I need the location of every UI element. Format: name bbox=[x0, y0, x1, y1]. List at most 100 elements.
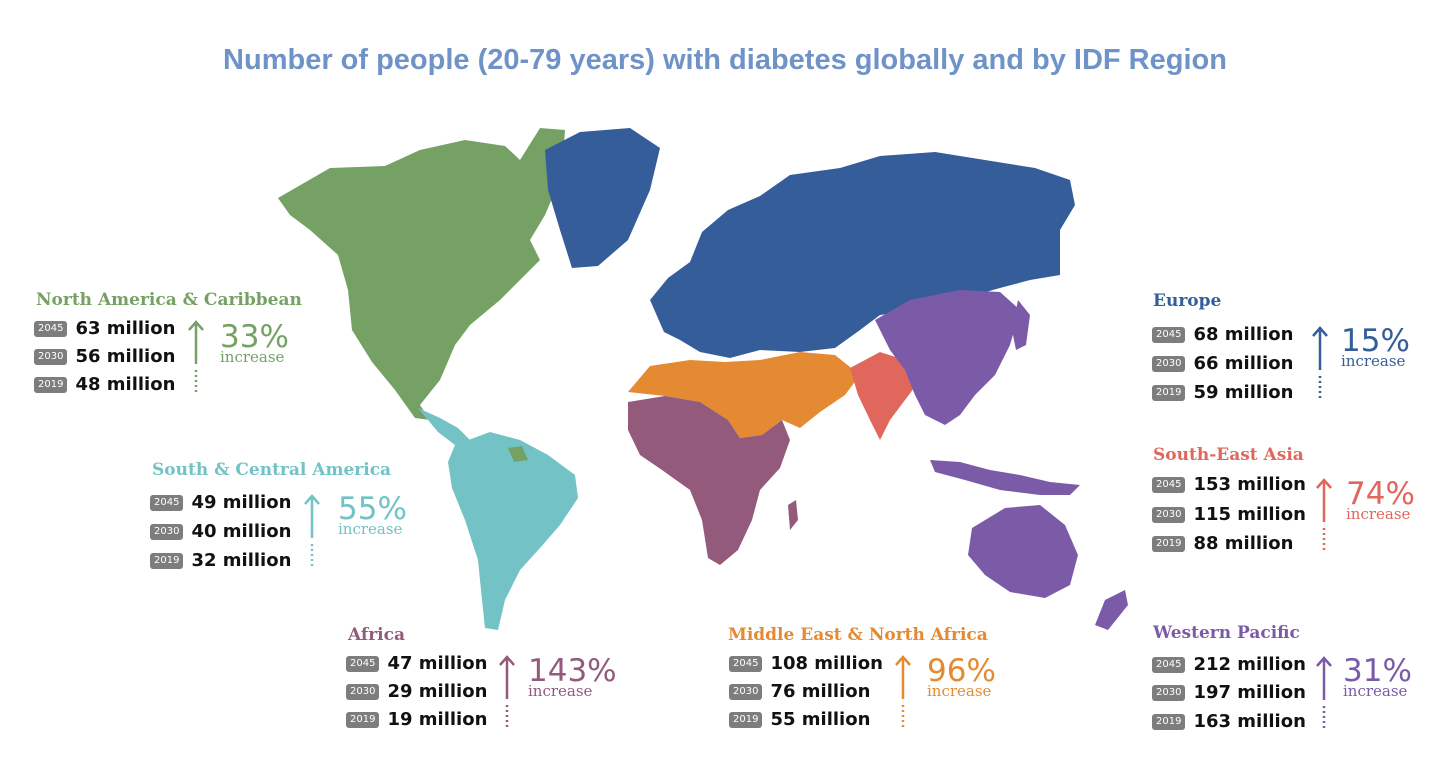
greenland-landmass bbox=[545, 128, 660, 268]
arrow-up-icon bbox=[895, 655, 911, 729]
western-pacific-landmass bbox=[875, 290, 1020, 425]
increase-label: increase bbox=[1346, 505, 1411, 523]
stat-value: 29 million bbox=[387, 681, 488, 702]
year-badge: 2030 bbox=[1152, 355, 1186, 372]
year-badge: 2045 bbox=[150, 494, 184, 511]
year-badge: 2019 bbox=[150, 552, 184, 569]
percent-increase: 143% bbox=[528, 653, 617, 689]
year-badge: 2045 bbox=[729, 655, 763, 672]
stat-value: 55 million bbox=[770, 709, 871, 730]
stat-row-2030: 2030 197 million bbox=[1152, 682, 1306, 703]
percent-increase: 74% bbox=[1346, 476, 1415, 512]
japan-landmass bbox=[1012, 300, 1030, 350]
percent-increase: 55% bbox=[338, 491, 407, 527]
stat-value: 88 million bbox=[1193, 533, 1294, 554]
stat-value: 68 million bbox=[1193, 324, 1294, 345]
arrow-up-icon bbox=[1312, 326, 1328, 400]
africa-landmass bbox=[628, 396, 790, 565]
region-name: Western Pacific bbox=[1153, 623, 1300, 643]
stat-row-2045: 2045 63 million bbox=[34, 318, 175, 339]
stat-row-2019: 2019 55 million bbox=[729, 709, 870, 730]
increase-label: increase bbox=[1343, 682, 1408, 700]
stat-value: 115 million bbox=[1193, 504, 1306, 525]
year-badge: 2045 bbox=[34, 320, 68, 337]
stat-value: 76 million bbox=[770, 681, 871, 702]
mena-landmass bbox=[628, 352, 860, 438]
new-zealand-landmass bbox=[1095, 590, 1128, 630]
year-badge: 2030 bbox=[346, 683, 380, 700]
australia-landmass bbox=[968, 505, 1078, 598]
stat-row-2019: 2019 32 million bbox=[150, 550, 291, 571]
percent-increase: 96% bbox=[927, 653, 996, 689]
stat-row-2030: 2030 115 million bbox=[1152, 504, 1306, 525]
year-badge: 2045 bbox=[346, 655, 380, 672]
stat-value: 56 million bbox=[75, 346, 176, 367]
increase-label: increase bbox=[220, 348, 285, 366]
central-america-landmass bbox=[418, 408, 470, 445]
year-badge: 2019 bbox=[346, 711, 380, 728]
stat-row-2019: 2019 59 million bbox=[1152, 382, 1293, 403]
indonesia-landmass bbox=[930, 460, 1080, 495]
year-badge: 2019 bbox=[729, 711, 763, 728]
year-badge: 2019 bbox=[1152, 535, 1186, 552]
year-badge: 2045 bbox=[1152, 326, 1186, 343]
infographic-title: Number of people (20-79 years) with diab… bbox=[223, 44, 1227, 76]
region-name: North America & Caribbean bbox=[36, 290, 302, 310]
stat-row-2045: 2045 68 million bbox=[1152, 324, 1293, 345]
stat-value: 108 million bbox=[770, 653, 883, 674]
stat-value: 32 million bbox=[191, 550, 292, 571]
year-badge: 2045 bbox=[1152, 476, 1186, 493]
stat-row-2045: 2045 49 million bbox=[150, 492, 291, 513]
stat-row-2019: 2019 163 million bbox=[1152, 711, 1306, 732]
year-badge: 2030 bbox=[34, 348, 68, 365]
region-name: South & Central America bbox=[152, 460, 392, 480]
increase-label: increase bbox=[927, 682, 992, 700]
region-name: Africa bbox=[348, 625, 405, 645]
south-america-landmass bbox=[448, 432, 578, 630]
stat-value: 47 million bbox=[387, 653, 488, 674]
madagascar-landmass bbox=[788, 500, 798, 530]
stat-row-2045: 2045 212 million bbox=[1152, 654, 1306, 675]
guiana-landmass bbox=[508, 446, 528, 462]
increase-label: increase bbox=[338, 520, 403, 538]
stat-row-2019: 2019 88 million bbox=[1152, 533, 1293, 554]
arrow-up-icon bbox=[1316, 478, 1332, 552]
stat-row-2030: 2030 40 million bbox=[150, 521, 291, 542]
stat-row-2030: 2030 66 million bbox=[1152, 353, 1293, 374]
year-badge: 2019 bbox=[1152, 713, 1186, 730]
stat-row-2019: 2019 48 million bbox=[34, 374, 175, 395]
europe-russia-landmass bbox=[650, 152, 1075, 358]
stat-value: 40 million bbox=[191, 521, 292, 542]
region-name: Europe bbox=[1153, 291, 1222, 311]
stat-row-2030: 2030 76 million bbox=[729, 681, 870, 702]
stat-row-2045: 2045 108 million bbox=[729, 653, 883, 674]
arrow-up-icon bbox=[1316, 656, 1332, 730]
year-badge: 2030 bbox=[1152, 506, 1186, 523]
south-east-asia-landmass bbox=[850, 352, 920, 440]
percent-increase: 33% bbox=[220, 319, 289, 355]
year-badge: 2019 bbox=[34, 376, 68, 393]
region-name: South-East Asia bbox=[1153, 445, 1304, 465]
increase-label: increase bbox=[1341, 352, 1406, 370]
north-america-landmass bbox=[278, 128, 565, 420]
stat-value: 197 million bbox=[1193, 682, 1306, 703]
stat-value: 63 million bbox=[75, 318, 176, 339]
region-name: Middle East & North Africa bbox=[728, 625, 988, 645]
stat-value: 59 million bbox=[1193, 382, 1294, 403]
increase-label: increase bbox=[528, 682, 593, 700]
stat-value: 48 million bbox=[75, 374, 176, 395]
stat-value: 153 million bbox=[1193, 474, 1306, 495]
stat-value: 19 million bbox=[387, 709, 488, 730]
stat-row-2045: 2045 47 million bbox=[346, 653, 487, 674]
arrow-up-icon bbox=[499, 655, 515, 729]
percent-increase: 31% bbox=[1343, 653, 1412, 689]
stat-row-2019: 2019 19 million bbox=[346, 709, 487, 730]
stat-row-2045: 2045 153 million bbox=[1152, 474, 1306, 495]
percent-increase: 15% bbox=[1341, 323, 1410, 359]
arrow-up-icon bbox=[188, 320, 204, 394]
stat-value: 66 million bbox=[1193, 353, 1294, 374]
year-badge: 2030 bbox=[150, 523, 184, 540]
stat-value: 49 million bbox=[191, 492, 292, 513]
stat-value: 212 million bbox=[1193, 654, 1306, 675]
